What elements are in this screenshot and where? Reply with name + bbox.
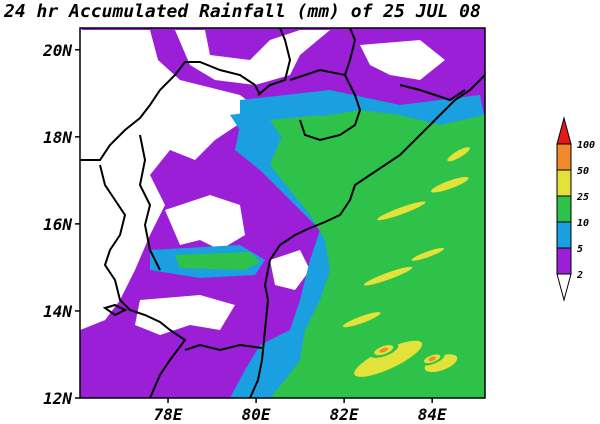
map-title: 24 hr Accumulated Rainfall (mm) of 25 JU… [4,1,481,22]
dry-area-center [165,195,245,250]
boundary-interior [138,134,161,271]
colorbar-segment [556,195,572,223]
colorbar-label: 100 [577,140,595,151]
rain-area-10mm-north [270,115,350,150]
colorbar-label: 50 [577,166,589,177]
rain-cells [332,143,479,387]
colorbar-bottom-triangle [556,273,572,302]
boundary-south [184,343,263,352]
rain-cell-1-level-4 [424,354,458,373]
y-tick-label: 20N [42,41,72,60]
y-tick-label: 16N [43,215,72,234]
colorbar-top-triangle [556,116,572,145]
dry-area-south [135,295,235,335]
dry-area-northeast [360,40,445,80]
dry-area-center2 [270,250,310,290]
coastline [249,74,485,398]
colorbar-label: 5 [577,244,583,255]
rainfall-field [80,28,485,398]
x-tick-label: 84E [418,405,447,424]
colorbar-label: 25 [576,192,589,203]
rain-area-10mm-west [175,252,260,270]
colorbar-legend: 100 50 25 10 5 2 [556,116,595,302]
rain-cell-5-level-4 [430,176,469,193]
x-tick-label: 78E [154,405,183,424]
rain-cell-9-level-4 [342,312,381,328]
y-tick-label: 12N [43,389,72,408]
rain-cell-4-level-4 [377,201,426,221]
dry-area-west [80,30,260,330]
rain-cell-6-level-4 [447,147,470,162]
boundary-sw-lake [102,303,128,317]
rain-cell-8-level-4 [411,247,444,261]
boundary-west [80,61,261,161]
state-boundaries [80,28,485,398]
x-tick-label: 80E [242,405,271,424]
y-tick-label: 14N [43,302,72,321]
colorbar-label: 2 [576,270,583,281]
boundary-north-4 [399,84,466,102]
boundary-north-2 [289,28,357,81]
boundary-west-2 [99,164,187,398]
colorbar-segment [556,247,572,275]
rain-area-10mm [270,110,485,398]
rain-cell-7-level-4 [363,266,413,286]
colorbar-segment [556,143,572,171]
colorbar-segment [556,169,572,197]
dry-area-north [175,30,330,85]
boundary-north-3 [299,74,362,142]
plot-frame [79,27,486,399]
rain-cell-2-level-5 [379,347,389,353]
colorbar-label: 10 [577,218,589,229]
x-axis: 78E 80E 82E 84E [154,398,447,424]
rain-cell-0-level-4 [354,340,423,377]
colorbar-segment [556,221,572,249]
y-tick-label: 18N [43,128,72,147]
rain-cell-3-level-5 [428,356,436,362]
boundary-north-1 [257,28,292,96]
x-tick-label: 82E [330,405,359,424]
y-axis: 12N 14N 16N 18N 20N [42,41,80,408]
